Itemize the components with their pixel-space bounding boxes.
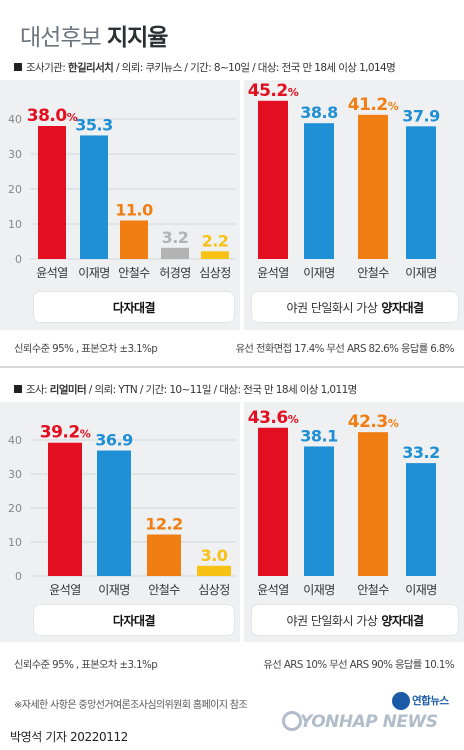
survey-2-details: / 의뢰: YTN / 기간: 10~11일 / 대상: 전국 만 18세 이상…: [86, 384, 358, 396]
s2-multi-value-label: 3.0: [201, 546, 228, 565]
s2-multi-category-label: 윤석열: [49, 583, 81, 597]
survey-1-multi-caption: 다자대결: [34, 292, 234, 322]
s1-multi-value-label: 11.0: [115, 201, 153, 220]
s1-multi-value-label: 38.0%: [27, 106, 78, 126]
s2-two-a-bar: [304, 446, 334, 576]
square-bullet-icon: [14, 385, 22, 393]
s1-multi-bar: [201, 251, 229, 259]
s2-two-b-chart: 42.3% 안철수 33.2 이재명: [348, 412, 440, 597]
s2-two-b-value-label: 33.2: [402, 443, 439, 462]
survey-2-charts: 0 10 20 30 40 39.2% 윤석열 36.9 이재명 12.2 안철수 3.0 심상정 43.…: [8, 408, 440, 597]
s2-multi-value-label: 39.2%: [40, 423, 91, 443]
survey-1-charts: 0 10 20 30 40 38.0% 윤석열 35.3 이재명 11.0 안철수 3.2 허경영 2.2…: [8, 81, 441, 280]
s2-two-a-value-label: 43.6%: [248, 408, 299, 428]
s1-multi-value-label: 3.2: [162, 228, 189, 247]
s1-multi-bar: [120, 220, 148, 259]
s1-two-b-category-label: 이재명: [405, 266, 437, 280]
s1-two-b-bar: [358, 114, 388, 259]
section-divider: [0, 366, 464, 368]
s1-multi-bar: [80, 135, 108, 259]
s1-multi-value-label: 35.3: [75, 115, 112, 134]
s2-multi-ytick-label: 20: [8, 502, 22, 515]
s1-two-b-bar: [406, 126, 436, 259]
s1-multi-value-label: 2.2: [202, 231, 229, 250]
title-bold: 지지율: [106, 25, 168, 51]
watermark-text: YONHAP NEWS: [300, 712, 438, 732]
survey-2-label: 조사:: [26, 384, 50, 396]
s1-two-b-category-label: 안철수: [357, 266, 389, 280]
page-title: 대선후보 지지율: [20, 18, 168, 52]
s1-multi-ytick-label: 40: [8, 113, 22, 126]
s2-multi-ytick-label: 40: [8, 434, 22, 447]
survey-1-details: / 의뢰: 쿠키뉴스 / 기간: 8~10일 / 대상: 전국 만 18세 이상…: [113, 62, 396, 74]
s1-multi-category-label: 안철수: [118, 266, 150, 280]
s2-two-b-bar: [406, 463, 436, 576]
watermark-logo-icon: [282, 711, 302, 731]
s1-multi-category-label: 심상정: [199, 266, 231, 280]
s1-multi-ytick-label: 10: [8, 218, 22, 231]
yonhap-logo-icon: [392, 692, 410, 710]
survey-2-notes: 신뢰수준 95% , 표본오차 ±3.1%p 유선 ARS 10% 무선 ARS…: [14, 656, 455, 671]
s1-two-a-category-label: 윤석열: [257, 266, 289, 280]
s1-two-a-chart: 45.2% 윤석열 38.8 이재명: [248, 81, 339, 280]
s2-two-a-chart: 43.6% 윤석열 38.1 이재명: [248, 408, 339, 597]
s2-two-b-category-label: 안철수: [357, 583, 389, 597]
s2-two-b-bar: [358, 432, 388, 576]
s1-multi-ytick-label: 30: [8, 148, 22, 161]
s2-two-b-value-label: 42.3%: [348, 412, 399, 432]
s1-two-a-bar: [258, 100, 288, 259]
s1-multi-category-label: 이재명: [78, 266, 110, 280]
survey-1-two-caption: 야권 단일화시 가상 양자대결: [252, 292, 458, 322]
s1-multi-chart: 0 10 20 30 40 38.0% 윤석열 35.3 이재명 11.0 안철수 3.2 허경영 2.2…: [8, 106, 236, 280]
s2-multi-bar: [197, 565, 231, 576]
survey-1-label: 조사기관:: [26, 62, 68, 74]
survey-1-firm: 한길리서치: [67, 62, 114, 74]
s1-two-b-value-label: 41.2%: [348, 95, 399, 115]
survey-2-firm: 리얼미터: [49, 384, 87, 396]
s1-multi-bar: [38, 126, 66, 259]
s2-multi-bar: [97, 450, 131, 576]
survey-1-note-left: 신뢰수준 95% , 표본오차 ±3.1%p: [14, 343, 158, 355]
s2-multi-chart: 0 10 20 30 40 39.2% 윤석열 36.9 이재명 12.2 안철수 3.0 심상정: [8, 423, 236, 597]
survey-2-note-right: 유선 ARS 10% 무선 ARS 90% 응답률 10.1%: [263, 659, 454, 671]
s1-two-b-value-label: 37.9: [402, 106, 440, 125]
survey-2-note-left: 신뢰수준 95% , 표본오차 ±3.1%p: [14, 659, 158, 671]
s1-multi-category-label: 허경영: [159, 266, 191, 280]
s2-multi-category-label: 안철수: [148, 583, 180, 597]
s1-two-a-value-label: 38.8: [300, 103, 338, 122]
survey-1-note-right: 유선 전화면접 17.4% 무선 ARS 82.6% 응답률 6.8%: [235, 343, 455, 355]
logo-text: 연합뉴스: [412, 695, 449, 707]
s2-multi-category-label: 심상정: [198, 583, 230, 597]
footnote: ※자세한 사항은 중앙선거여론조사심의위원회 홈페이지 참조: [14, 700, 248, 711]
s1-two-b-chart: 41.2% 안철수 37.9 이재명: [348, 95, 441, 280]
credit: 박영석 기자 20220112: [10, 730, 128, 744]
survey-2-two-caption: 야권 단일화시 가상 양자대결: [252, 605, 458, 635]
s2-multi-ytick-label: 10: [8, 536, 22, 549]
s2-two-b-category-label: 이재명: [405, 583, 437, 597]
s2-multi-value-label: 36.9: [95, 431, 133, 450]
square-bullet-icon: [14, 63, 22, 71]
survey-1-info: 조사기관: 한길리서치 / 의뢰: 쿠키뉴스 / 기간: 8~10일 / 대상:…: [14, 60, 396, 75]
s2-multi-ytick-label: 30: [8, 468, 22, 481]
s2-two-a-category-label: 이재명: [303, 583, 335, 597]
s1-two-a-category-label: 이재명: [303, 266, 335, 280]
s2-two-a-bar: [258, 427, 288, 576]
s2-multi-category-label: 이재명: [98, 583, 130, 597]
s2-multi-ytick-label: 0: [15, 570, 22, 583]
s2-two-a-value-label: 38.1: [300, 426, 338, 445]
survey-2-multi-caption: 다자대결: [34, 605, 234, 635]
s1-two-a-bar: [304, 123, 334, 259]
s1-multi-bar: [161, 247, 189, 259]
s2-two-a-category-label: 윤석열: [257, 583, 289, 597]
s2-multi-value-label: 12.2: [145, 515, 182, 534]
s1-multi-ytick-label: 20: [8, 183, 22, 196]
s1-two-a-value-label: 45.2%: [248, 81, 299, 101]
s2-multi-bar: [147, 534, 181, 576]
s1-multi-ytick-label: 0: [15, 253, 22, 266]
survey-2-info: 조사: 리얼미터 / 의뢰: YTN / 기간: 10~11일 / 대상: 전국…: [14, 382, 357, 397]
s2-multi-bar: [48, 442, 82, 576]
title-light: 대선후보: [20, 25, 102, 51]
s1-multi-category-label: 윤석열: [36, 266, 68, 280]
survey-1-notes: 신뢰수준 95% , 표본오차 ±3.1%p 유선 전화면접 17.4% 무선 …: [14, 340, 455, 355]
